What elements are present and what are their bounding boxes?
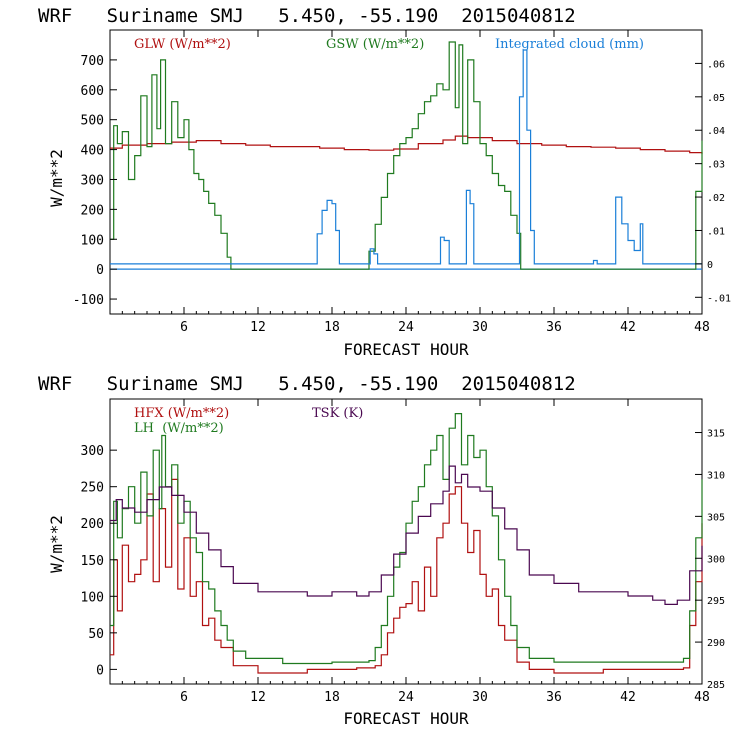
bottom-y-tick-label: 300	[81, 444, 104, 459]
bottom-y2-tick-label: 290	[707, 638, 725, 649]
bottom-series-group	[110, 413, 703, 674]
top-y-tick-label: -100	[73, 293, 104, 308]
top-y2-tick-label: .03	[707, 160, 725, 171]
top-x-tick-label: 6	[180, 320, 188, 335]
bottom-x-tick-label: 18	[324, 690, 340, 705]
top-series-line-3	[110, 49, 702, 265]
legend-glw: GLW (W/m**2)	[134, 37, 231, 52]
top-x-tick-label: 24	[398, 320, 414, 335]
top-series-line-2	[110, 41, 703, 270]
bottom-y-tick-label: 150	[81, 554, 104, 569]
bottom-series-line-2	[110, 413, 703, 665]
top-y-tick-label: 0	[96, 263, 104, 278]
legend-gsw: GSW (W/m**2)	[326, 37, 424, 52]
bottom-y2-tick-label: 305	[707, 512, 725, 523]
legend-tsk: TSK (K)	[312, 406, 363, 421]
top-y2-tick-label: 0	[707, 260, 713, 271]
top-series-group	[110, 41, 703, 270]
bottom-y2-tick-label: 300	[707, 554, 725, 565]
top-y-tick-label: 100	[81, 233, 104, 248]
top-y2-tick-label: .06	[707, 59, 725, 70]
bottom-series-line-3	[110, 465, 703, 605]
top-y2-tick-label: .02	[707, 193, 725, 204]
bottom-x-tick-label: 6	[180, 690, 188, 705]
bottom-x-tick-label: 30	[472, 690, 488, 705]
top-y-tick-label: 700	[81, 54, 104, 69]
bottom-x-tick-label: 48	[694, 690, 710, 705]
top-series-line-1	[110, 135, 703, 155]
top-plot-frame	[109, 29, 703, 315]
bottom-y2-tick-label: 285	[707, 680, 725, 691]
bottom-y-tick-label: 200	[81, 517, 104, 532]
bottom-x-tick-label: 24	[398, 690, 414, 705]
bottom-y2-tick-label: 310	[707, 470, 725, 481]
top-x-tick-label: 48	[694, 320, 710, 335]
bottom-y-tick-label: 100	[81, 590, 104, 605]
bottom-y-tick-label: 0	[96, 663, 104, 678]
top-y2-tick-label: .01	[707, 226, 725, 237]
top-y-tick-label: 600	[81, 84, 104, 99]
top-x-tick-label: 36	[546, 320, 562, 335]
top-axes-group: 6 12 18 24 30 36 42 48 -100 0 100 200 300 400 500 600 70…	[73, 30, 731, 335]
legend-hfx: HFX (W/m**2)	[134, 406, 229, 421]
bottom-y-axis-label: W/m**2	[47, 515, 66, 573]
top-y-tick-label: 400	[81, 144, 104, 159]
bottom-x-axis-label: FORECAST HOUR	[343, 709, 469, 728]
top-chart-title: WRF Suriname SMJ 5.450, -55.190 20150408…	[38, 5, 576, 27]
bottom-y-tick-label: 50	[88, 627, 104, 642]
bottom-x-tick-label: 12	[250, 690, 266, 705]
bottom-x-tick-label: 36	[546, 690, 562, 705]
bottom-y-tick-label: 250	[81, 481, 104, 496]
bottom-y2-tick-label: 295	[707, 596, 725, 607]
bottom-y2-tick-label: 315	[707, 429, 725, 440]
top-x-tick-label: 12	[250, 320, 266, 335]
top-chart: WRF Suriname SMJ 5.450, -55.190 20150408…	[38, 5, 731, 359]
top-y2-tick-label: .05	[707, 93, 725, 104]
top-x-tick-label: 30	[472, 320, 488, 335]
bottom-series-line-1	[110, 478, 703, 674]
legend-lh: LH (W/m**2)	[134, 421, 224, 436]
bottom-x-tick-label: 42	[620, 690, 636, 705]
top-x-tick-label: 18	[324, 320, 340, 335]
bottom-axes-group: 6 12 18 24 30 36 42 48 0 50 100 150 200 250 300 285 290 2…	[81, 399, 725, 705]
bottom-chart-title: WRF Suriname SMJ 5.450, -55.190 20150408…	[38, 373, 576, 395]
top-y-axis-label: W/m**2	[47, 149, 66, 207]
top-y-tick-label: 200	[81, 203, 104, 218]
top-y2-tick-label: -.01	[707, 293, 731, 304]
top-x-tick-label: 42	[620, 320, 636, 335]
legend-integrated-cloud: Integrated cloud (mm)	[495, 37, 644, 52]
top-y-tick-label: 500	[81, 114, 104, 129]
bottom-chart: WRF Suriname SMJ 5.450, -55.190 20150408…	[38, 373, 725, 728]
top-x-axis-label: FORECAST HOUR	[343, 340, 469, 359]
top-y-tick-label: 300	[81, 173, 104, 188]
top-y2-tick-label: .04	[707, 126, 725, 137]
